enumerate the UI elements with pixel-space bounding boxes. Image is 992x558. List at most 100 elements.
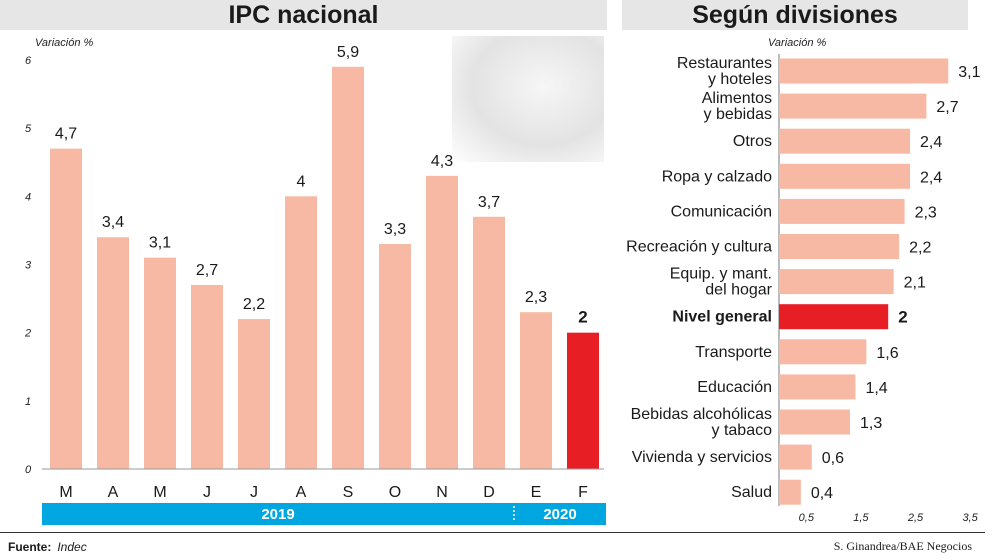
data-label: 3,7 — [478, 194, 500, 211]
ipc-monthly-bar-chart: Variación % 0 1 2 3 4 5 6 4,7 M 3,4 A 3,1 M 2,7 J 2,2 J 4 A… — [24, 37, 606, 525]
data-label: 0,4 — [811, 485, 833, 502]
bar-5 — [779, 234, 900, 259]
y-axis-label: Variación % — [35, 37, 94, 49]
y-tick-label: 4 — [25, 191, 31, 203]
bar-8 — [426, 175, 458, 469]
bar-6 — [779, 269, 894, 295]
bar-7 — [779, 304, 889, 330]
category-label: Educación — [697, 379, 772, 396]
y-tick-label: 5 — [25, 123, 32, 135]
x-tick-label: 3,5 — [962, 512, 978, 524]
data-label: 3,4 — [102, 214, 124, 231]
headline-right-panel: Según divisiones — [622, 0, 968, 30]
data-label: 4,3 — [431, 153, 453, 170]
category-label: Comunicación — [671, 203, 772, 220]
x-tick-label: A — [296, 484, 307, 501]
data-label: 1,4 — [865, 380, 887, 397]
y-tick-label: 6 — [25, 55, 32, 67]
data-label: 2,7 — [936, 99, 958, 116]
category-label: del hogar — [705, 282, 772, 299]
category-label: Bebidas alcohólicas — [631, 406, 772, 423]
data-label: 5,9 — [337, 44, 359, 61]
category-label: Salud — [731, 484, 772, 501]
category-label: Vivienda y servicios — [632, 449, 772, 466]
y-tick-label: 2 — [24, 328, 31, 340]
bar-8 — [779, 339, 867, 365]
x-tick-label: 0,5 — [799, 512, 815, 524]
data-label: 0,6 — [822, 450, 844, 467]
data-label: 2,4 — [920, 169, 942, 186]
data-label: 3,1 — [958, 64, 980, 81]
x-tick-label: S — [343, 484, 354, 501]
data-label: 2,3 — [915, 204, 937, 221]
bar-9 — [473, 216, 505, 469]
bar-2 — [144, 257, 176, 469]
credit-note: S. Ginandrea/BAE Negocios — [833, 539, 972, 553]
x-tick-label: 2,5 — [907, 512, 924, 524]
bar-2 — [779, 128, 911, 154]
category-label: Recreación y cultura — [626, 239, 772, 256]
x-tick-label: M — [59, 484, 72, 501]
data-label: 2,1 — [904, 275, 926, 292]
x-tick-label: J — [203, 484, 211, 501]
year-label: 2020 — [543, 506, 576, 523]
x-tick-label: A — [108, 484, 119, 501]
background-photo — [452, 36, 604, 162]
bar-1 — [97, 237, 129, 469]
x-tick-label: O — [389, 484, 401, 501]
y-tick-label: 3 — [25, 260, 32, 272]
data-label: 1,6 — [876, 345, 898, 362]
bar-3 — [779, 163, 911, 189]
bar-7 — [379, 244, 411, 469]
bar-10 — [520, 312, 552, 469]
bar-11 — [779, 444, 812, 470]
x-tick-label: 1,5 — [853, 512, 869, 524]
bar-9 — [779, 374, 856, 400]
source-note: Fuente: Indec — [8, 540, 87, 554]
source-label: Fuente: — [8, 540, 52, 554]
category-label: Alimentos — [702, 90, 772, 107]
category-label: y bebidas — [704, 106, 773, 123]
data-label: 1,3 — [860, 415, 882, 432]
headline-right: Según divisiones — [692, 1, 898, 29]
category-label: Transporte — [695, 344, 772, 361]
bar-12 — [779, 479, 801, 505]
bar-4 — [779, 198, 905, 224]
bar-3 — [191, 284, 223, 469]
data-label: 2,4 — [920, 134, 942, 151]
data-label: 2,2 — [909, 240, 931, 257]
y-tick-label: 1 — [25, 396, 31, 408]
bar-11 — [567, 332, 599, 469]
category-label: Nivel general — [672, 309, 772, 326]
x-tick-label: M — [153, 484, 166, 501]
bar-4 — [238, 319, 270, 469]
bar-5 — [285, 196, 317, 470]
x-tick-label: J — [250, 484, 258, 501]
data-label: 2 — [898, 308, 907, 327]
category-label: Equip. y mant. — [670, 266, 772, 283]
category-label: y hoteles — [708, 71, 772, 88]
x-tick-label: E — [531, 484, 542, 501]
bar-1 — [779, 93, 927, 119]
x-axis-label: Variación % — [768, 37, 827, 49]
category-label: Restaurantes — [677, 55, 772, 72]
bar-0 — [50, 148, 82, 469]
data-label: 3,3 — [384, 221, 406, 238]
year-band — [42, 503, 606, 525]
bar-10 — [779, 409, 850, 435]
bar-6 — [332, 66, 364, 470]
data-label: 3,1 — [149, 235, 171, 252]
category-label: y tabaco — [712, 422, 773, 439]
data-label: 2,7 — [196, 262, 218, 279]
data-label: 2 — [578, 308, 587, 327]
footer-rule — [0, 532, 985, 533]
year-label: 2019 — [261, 506, 294, 523]
headline-left: IPC nacional — [228, 1, 379, 29]
data-label: 4,7 — [55, 126, 77, 143]
bar-0 — [779, 58, 949, 84]
category-label: Ropa y calzado — [662, 168, 772, 185]
x-tick-label: D — [483, 484, 495, 501]
category-label: Otros — [733, 133, 772, 150]
x-tick-label: N — [436, 484, 448, 501]
data-label: 4 — [297, 173, 306, 190]
